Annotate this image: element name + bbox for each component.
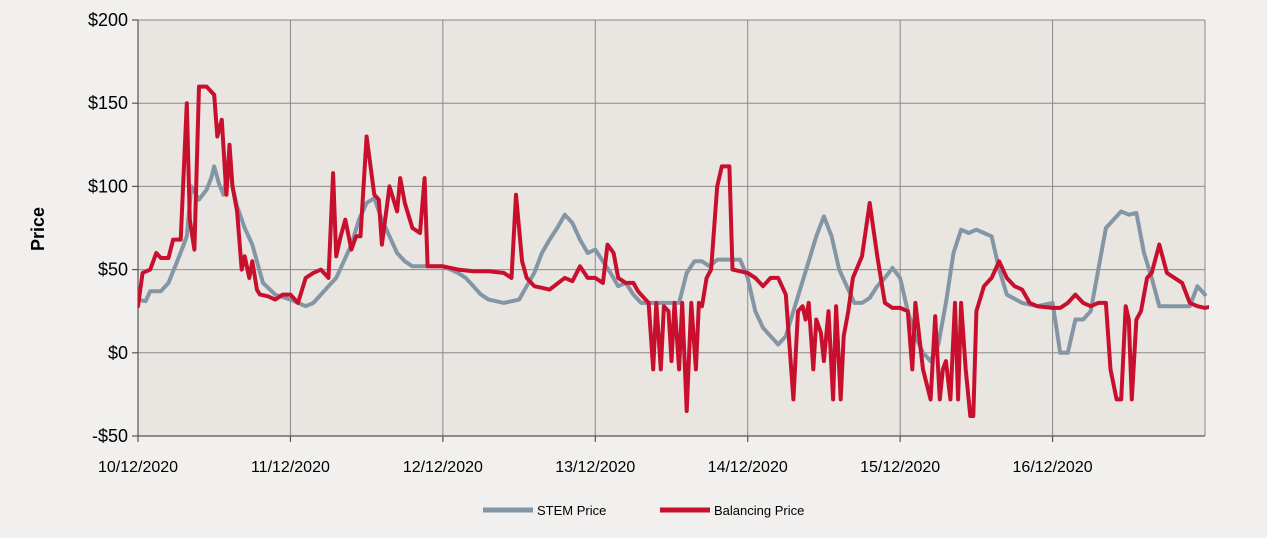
legend: STEM Price Balancing Price	[483, 503, 804, 518]
x-tick-label: 16/12/2020	[1013, 459, 1093, 476]
y-axis-label: Price	[28, 207, 48, 251]
legend-label: Balancing Price	[714, 503, 804, 518]
y-tick-label: $150	[88, 93, 128, 113]
legend-label: STEM Price	[537, 503, 606, 518]
x-tick-label: 12/12/2020	[403, 459, 483, 476]
y-tick-label: -$50	[92, 426, 128, 446]
x-tick-label: 14/12/2020	[708, 459, 788, 476]
y-tick-label: $200	[88, 10, 128, 30]
x-tick-label: 11/12/2020	[251, 459, 330, 476]
x-tick-label: 13/12/2020	[555, 459, 635, 476]
series-line-balancing-price	[138, 84, 1209, 418]
plot-area-background	[138, 20, 1205, 436]
y-tick-label: $0	[108, 343, 128, 363]
x-tick-label: 10/12/2020	[98, 459, 178, 476]
y-tick-label: $50	[98, 260, 128, 280]
x-axis-tick-labels: 10/12/2020 11/12/2020 12/12/2020 13/12/2020…	[98, 459, 1093, 476]
y-tick-label: $100	[88, 176, 128, 196]
x-tick-label: 15/12/2020	[860, 459, 940, 476]
y-axis-tick-labels: -$50 $0 $50 $100 $150 $200	[88, 10, 128, 446]
series-lines	[138, 84, 1209, 418]
axes	[132, 19, 1205, 442]
